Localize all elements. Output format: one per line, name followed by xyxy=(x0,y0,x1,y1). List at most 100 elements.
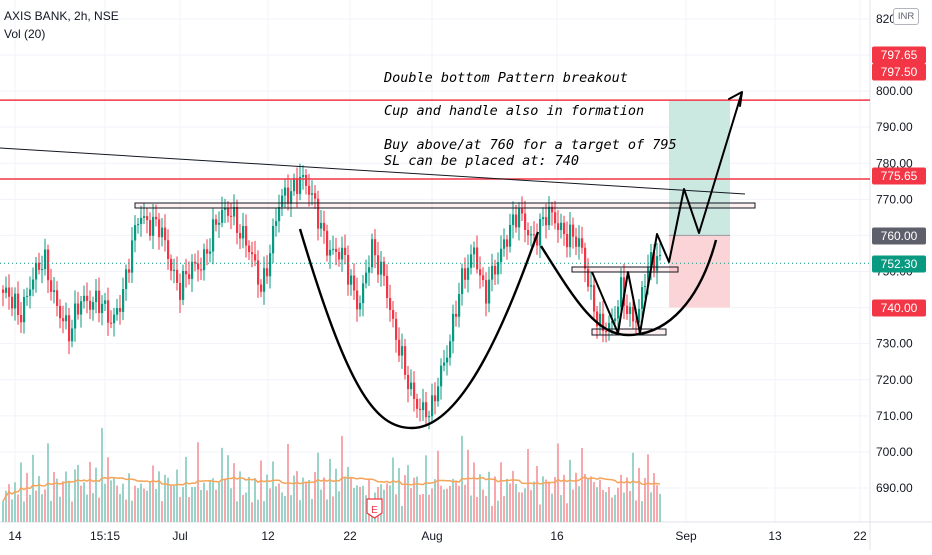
candle-body xyxy=(404,346,407,375)
volume-bar xyxy=(545,479,547,522)
candle xyxy=(314,185,317,209)
candle xyxy=(344,234,347,265)
handle-top-box[interactable] xyxy=(571,266,679,273)
earnings-marker[interactable]: E xyxy=(366,498,383,519)
candle xyxy=(239,224,242,250)
annotation-text[interactable]: Buy above/at 760 for a target of 795 xyxy=(384,137,677,153)
volume-bar xyxy=(590,476,592,522)
candle xyxy=(158,212,161,250)
candle xyxy=(398,327,401,362)
volume-bar xyxy=(401,505,403,522)
trend-line[interactable] xyxy=(0,147,746,195)
volume-bar xyxy=(533,481,535,522)
candle xyxy=(143,203,146,225)
candle-body xyxy=(605,331,608,333)
candle xyxy=(245,214,248,258)
volume-bar xyxy=(176,469,178,522)
volume-bar xyxy=(284,495,286,522)
candle xyxy=(572,217,575,249)
candle xyxy=(551,201,554,226)
price-tag[interactable]: 752.30 xyxy=(872,255,926,273)
volume-bar xyxy=(125,499,127,522)
candle-body xyxy=(428,416,431,418)
candle-body xyxy=(470,254,473,268)
currency-badge[interactable]: INR xyxy=(893,8,919,25)
candle xyxy=(23,289,26,334)
symbol-title[interactable]: AXIS BANK, 2h, NSE xyxy=(4,9,119,23)
candle xyxy=(206,239,209,266)
breakout-projection-path[interactable] xyxy=(591,91,743,334)
volume-bar xyxy=(227,455,229,522)
candle xyxy=(86,282,89,314)
cup-curve[interactable] xyxy=(298,228,540,430)
stop-loss-zone[interactable] xyxy=(669,235,730,308)
candle-body xyxy=(653,252,656,271)
candle xyxy=(401,333,404,369)
annotation-text[interactable]: Double bottom Pattern breakout xyxy=(383,70,628,86)
candle xyxy=(530,225,533,247)
y-tick-label: 770.00 xyxy=(876,192,913,206)
volume-bar xyxy=(164,474,166,522)
price-tag[interactable]: 740.00 xyxy=(872,299,926,317)
candle xyxy=(47,244,50,293)
volume-bar xyxy=(560,495,562,522)
volume-bar xyxy=(116,485,118,522)
candle-body xyxy=(221,209,224,223)
candle xyxy=(449,334,452,366)
price-tag[interactable]: 775.65 xyxy=(872,167,926,185)
price-tag[interactable]: 760.00 xyxy=(872,227,926,245)
candle-body xyxy=(302,175,305,177)
candle-body xyxy=(125,269,128,290)
candle xyxy=(587,258,590,292)
volume-bar xyxy=(572,489,574,522)
volume-bar xyxy=(428,494,430,522)
neckline-box[interactable] xyxy=(134,202,756,209)
volume-bar xyxy=(293,475,295,522)
volume-indicator-label[interactable]: Vol (20) xyxy=(4,27,46,41)
candle-body xyxy=(185,271,188,275)
volume-bar xyxy=(26,472,28,522)
annotation-text[interactable]: SL can be placed at: 740 xyxy=(384,153,579,169)
candle-body xyxy=(485,280,488,304)
volume-bar xyxy=(551,493,553,522)
candle-body xyxy=(182,271,185,300)
candle xyxy=(59,299,62,329)
price-tag-label: 797.50 xyxy=(881,65,918,79)
candle-body xyxy=(599,313,602,327)
candle xyxy=(341,236,344,272)
candle xyxy=(464,257,467,289)
volume-bar xyxy=(596,487,598,522)
candle xyxy=(455,300,458,327)
candle-body xyxy=(101,303,104,313)
candle xyxy=(116,298,119,321)
handle-curve[interactable] xyxy=(539,239,718,337)
price-tag[interactable]: 797.65 xyxy=(872,46,926,64)
candle-body xyxy=(56,290,59,306)
arrow-head-icon xyxy=(728,91,743,107)
volume-bar xyxy=(434,479,436,522)
candle-body xyxy=(536,235,539,246)
candle xyxy=(227,201,230,223)
candle-body xyxy=(410,382,413,390)
candle xyxy=(50,268,53,301)
volume-bar xyxy=(239,471,241,522)
annotation-text[interactable]: Cup and handle also in formation xyxy=(384,103,644,119)
candle-body xyxy=(224,208,227,210)
candle-body xyxy=(545,217,548,226)
candle-body xyxy=(89,300,92,310)
volume-bar xyxy=(245,492,247,522)
candle xyxy=(383,256,386,287)
candle xyxy=(212,208,215,265)
candle-body xyxy=(257,260,260,285)
candle-body xyxy=(20,314,23,323)
candle xyxy=(413,370,416,412)
price-tag[interactable]: 797.50 xyxy=(872,63,926,81)
candle-body xyxy=(320,222,323,229)
candle xyxy=(503,228,506,257)
candle-body xyxy=(206,249,209,254)
candle xyxy=(617,300,620,332)
candle-body xyxy=(176,269,179,283)
candle-body xyxy=(644,285,647,288)
candle xyxy=(593,274,596,319)
